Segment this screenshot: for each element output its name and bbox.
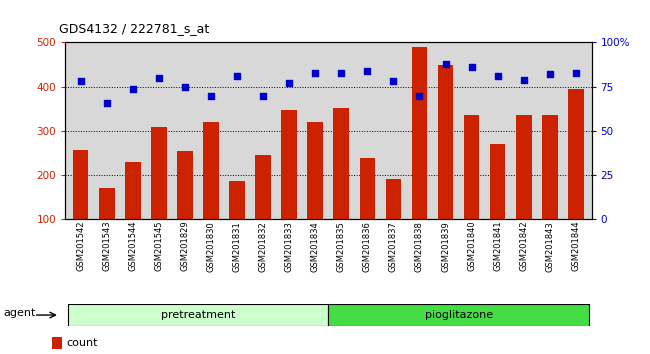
Point	[101, 100, 112, 105]
Point	[493, 73, 503, 79]
Point	[440, 61, 450, 67]
Point	[545, 72, 555, 77]
Text: GDS4132 / 222781_s_at: GDS4132 / 222781_s_at	[58, 22, 209, 35]
Bar	[385, 179, 401, 264]
Point	[362, 68, 372, 74]
Bar	[542, 115, 558, 264]
Bar	[359, 159, 375, 264]
Text: pretreatment: pretreatment	[161, 310, 235, 320]
Point	[153, 75, 164, 81]
Point	[179, 84, 190, 90]
Bar	[52, 337, 62, 349]
Bar	[151, 127, 166, 264]
Bar	[99, 188, 114, 264]
Bar	[307, 122, 323, 264]
Bar	[411, 47, 427, 264]
Point	[310, 70, 320, 75]
Point	[414, 93, 424, 98]
Bar	[464, 115, 480, 264]
Point	[336, 70, 346, 75]
Text: pioglitazone: pioglitazone	[424, 310, 493, 320]
Point	[519, 77, 529, 82]
Bar	[203, 122, 219, 264]
Bar	[437, 65, 453, 264]
Point	[206, 93, 216, 98]
Bar	[490, 144, 506, 264]
Point	[284, 80, 294, 86]
Point	[467, 64, 477, 70]
Point	[127, 86, 138, 91]
Text: agent: agent	[3, 308, 36, 318]
Bar	[125, 161, 140, 264]
Bar	[73, 149, 88, 264]
Text: count: count	[66, 338, 98, 348]
Point	[258, 93, 268, 98]
Point	[232, 73, 242, 79]
Point	[75, 79, 86, 84]
Bar	[229, 181, 245, 264]
Bar	[568, 89, 584, 264]
Point	[388, 79, 398, 84]
Bar	[177, 151, 192, 264]
Bar	[68, 304, 328, 326]
Bar	[516, 115, 532, 264]
Bar	[333, 108, 349, 264]
Point	[571, 70, 581, 75]
Bar	[328, 304, 589, 326]
Bar	[255, 155, 271, 264]
Bar	[281, 110, 297, 264]
